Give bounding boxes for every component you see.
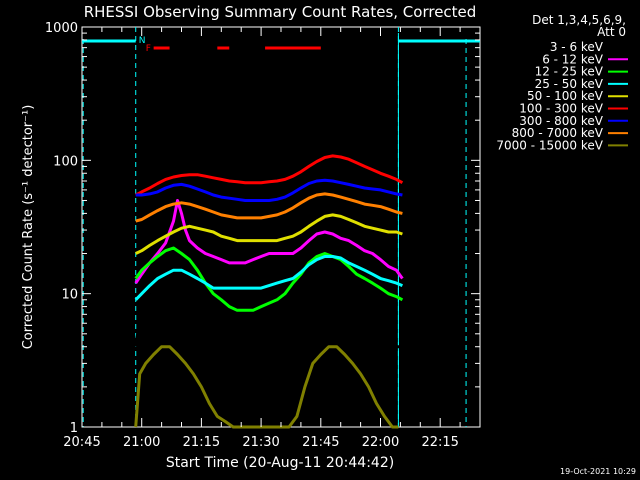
series-line-6 bbox=[135, 178, 403, 202]
series-line-2 bbox=[134, 246, 404, 312]
legend-label: 7000 - 15000 keV bbox=[496, 138, 603, 152]
legend-label: 50 - 100 keV bbox=[527, 89, 604, 103]
series-line-4 bbox=[135, 213, 403, 255]
generation-timestamp: 19-Oct-2021 10:29 bbox=[560, 467, 636, 476]
x-tick-label: 21:15 bbox=[183, 435, 220, 450]
x-tick-label: 21:45 bbox=[302, 435, 339, 450]
y-axis-label: Corrected Count Rate (s⁻¹ detector⁻¹) bbox=[21, 105, 36, 350]
x-tick-label: 21:30 bbox=[242, 435, 279, 450]
legend-label: 12 - 25 keV bbox=[535, 65, 604, 79]
y-tick-label: 1000 bbox=[45, 21, 78, 36]
series-line-3 bbox=[134, 255, 403, 301]
x-tick-label: 22:00 bbox=[362, 435, 399, 450]
y-axis-ticks: 1 10 100 1000 bbox=[45, 21, 480, 436]
x-tick-label: 22:15 bbox=[421, 435, 458, 450]
y-tick-label: 1 bbox=[70, 421, 78, 436]
x-tick-label: 21:00 bbox=[123, 435, 160, 450]
series-line-8 bbox=[134, 345, 399, 429]
legend-label: 6 - 12 keV bbox=[542, 52, 604, 66]
y-tick-label: 10 bbox=[61, 288, 78, 303]
night-flag-label: N bbox=[139, 36, 146, 46]
flare-flag-label: F bbox=[146, 44, 151, 54]
legend-title-line-2: Att 0 bbox=[597, 25, 626, 39]
x-tick-label: 20:45 bbox=[63, 435, 100, 450]
flags-layer: NF bbox=[82, 27, 480, 427]
series-line-1 bbox=[134, 199, 404, 284]
y-tick-label: 100 bbox=[53, 154, 78, 169]
series-layer bbox=[134, 154, 404, 429]
legend-label: 800 - 7000 keV bbox=[512, 126, 604, 140]
series-line-0 bbox=[134, 239, 403, 349]
legend-title-line-1: Det 1,3,4,5,6,9, bbox=[532, 13, 626, 27]
series-line-7 bbox=[135, 192, 403, 223]
chart-title: RHESSI Observing Summary Count Rates, Co… bbox=[84, 3, 477, 21]
legend-label: 25 - 50 keV bbox=[535, 77, 604, 91]
x-axis-ticks: 20:45 21:00 21:15 21:30 21:45 22:00 22:15 bbox=[63, 27, 481, 450]
legend-label: 100 - 300 keV bbox=[519, 102, 603, 116]
legend-label: 300 - 800 keV bbox=[519, 114, 603, 128]
x-axis-label: Start Time (20-Aug-11 20:44:42) bbox=[166, 455, 394, 471]
series-line-5 bbox=[135, 154, 404, 197]
legend-label: 3 - 6 keV bbox=[550, 40, 604, 54]
